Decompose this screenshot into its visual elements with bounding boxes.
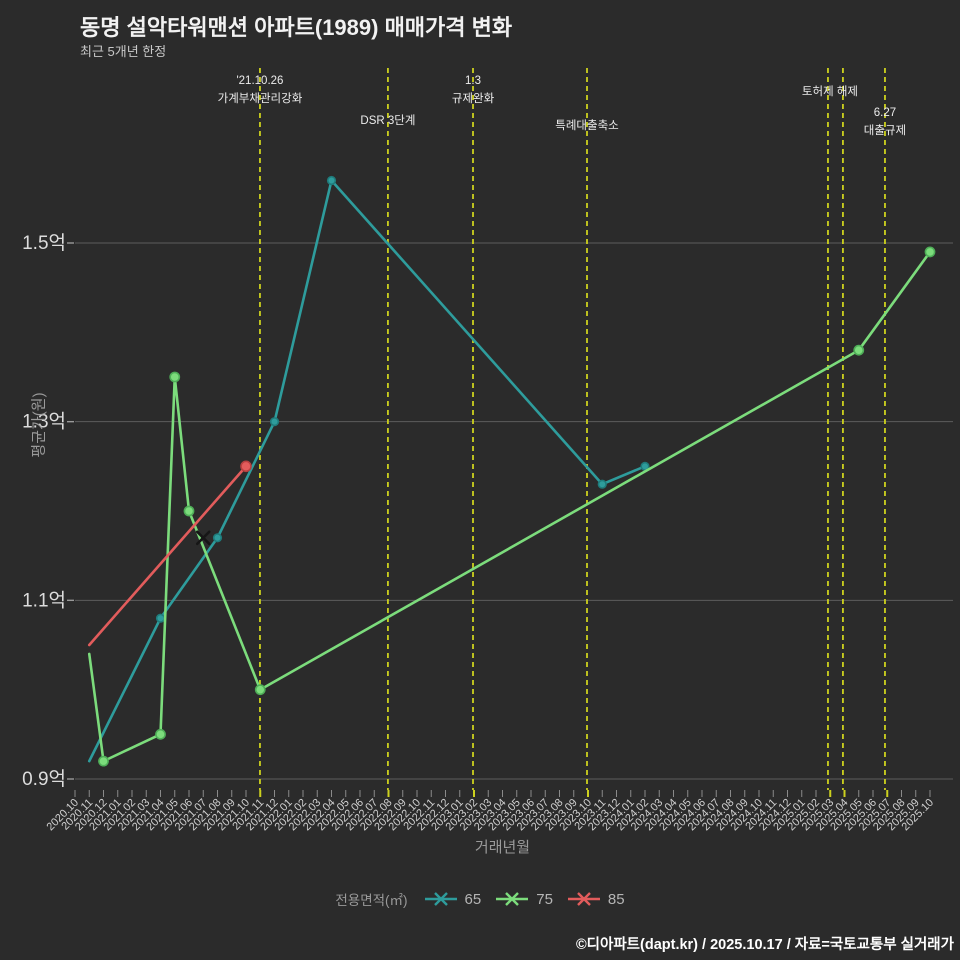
chart-line-65 (87, 179, 647, 763)
y-tick-label: 0.9억 (22, 768, 66, 790)
legend-marker-65-icon (424, 892, 457, 906)
legend-title: 전용면적(㎡) (335, 893, 408, 908)
event-label: 토허제 해제 (802, 85, 858, 98)
event-label: 1.3 (465, 75, 481, 87)
footer-credit: ©디아파트(dapt.kr) / 2025.10.17 / 자료=국토교통부 실… (575, 937, 954, 953)
event-label: 특례대출축소 (555, 119, 618, 132)
legend-item-65[interactable]: 65 (424, 890, 482, 908)
data-point-75[interactable] (98, 755, 109, 767)
event-label: 대출규제 (864, 124, 906, 137)
y-tick-label: 1.5억 (22, 232, 66, 254)
data-point-75[interactable] (155, 728, 166, 740)
data-point-85[interactable] (240, 460, 252, 473)
event-label: '21.10.26 (236, 75, 283, 87)
page-title: 동명 설악타워맨션 아파트(1989) 매매가격 변화 (80, 15, 513, 40)
event-label: 6.27 (874, 107, 896, 119)
legend-item-75[interactable]: 75 (495, 891, 553, 908)
special-x-marker[interactable] (195, 530, 211, 546)
event-label: 규제완화 (452, 92, 495, 105)
data-point-75[interactable] (853, 344, 865, 356)
page-subtitle: 최근 5개년 한정 (80, 44, 167, 59)
price-line-chart: 0.9억1.1억1.3억1.5억2020.102020.112020.12202… (22, 68, 953, 833)
legend-marker-85-icon (567, 892, 600, 906)
legend-label-75: 75 (536, 890, 553, 908)
data-point-65[interactable] (326, 175, 337, 186)
y-tick-label: 1.1억 (22, 589, 66, 611)
chart-line-75 (87, 250, 932, 763)
legend-label-65: 65 (464, 890, 482, 908)
data-point-65[interactable] (269, 417, 280, 427)
data-point-65[interactable] (155, 613, 166, 623)
data-point-65[interactable] (212, 533, 223, 543)
data-point-75[interactable] (183, 505, 195, 517)
legend-item-85[interactable]: 85 (567, 891, 625, 908)
legend-marker-75-icon (496, 892, 529, 906)
data-point-65[interactable] (597, 479, 607, 489)
data-point-75[interactable] (254, 684, 266, 696)
data-point-75[interactable] (924, 246, 936, 258)
legend: 전용면적(㎡) 65 75 85 (0, 889, 960, 909)
y-tick-label: 1.3억 (22, 411, 66, 433)
y-axis-title: 평균가(원) (30, 392, 48, 458)
event-label: 가계부채관리강화 (218, 92, 303, 105)
event-label: DSR 3단계 (360, 114, 415, 127)
legend-label-85: 85 (607, 890, 625, 908)
x-axis-title: 거래년월 (474, 839, 531, 856)
chart-line-85 (87, 465, 248, 647)
legend-items: 65 75 85 (424, 891, 625, 908)
data-point-75[interactable] (169, 371, 181, 383)
